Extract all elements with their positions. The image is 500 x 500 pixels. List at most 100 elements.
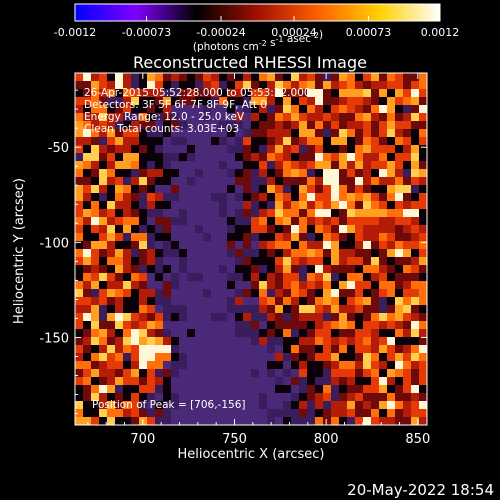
heatmap-cell <box>379 353 388 362</box>
heatmap-cell <box>243 241 252 250</box>
heatmap-cell <box>123 417 132 425</box>
heatmap-cell <box>411 105 420 114</box>
heatmap-cell <box>195 129 204 138</box>
heatmap-cell <box>115 81 124 90</box>
heatmap-cell <box>395 361 404 370</box>
heatmap-cell <box>147 257 156 266</box>
heatmap-cell <box>139 353 148 362</box>
heatmap-cell <box>155 329 164 338</box>
heatmap-cell <box>107 385 116 394</box>
heatmap-cell <box>139 329 148 338</box>
heatmap-cell <box>355 89 364 98</box>
heatmap-cell <box>83 273 92 282</box>
heatmap-cell <box>83 201 92 210</box>
heatmap-cell <box>323 329 332 338</box>
heatmap-cell <box>211 97 220 106</box>
heatmap-cell <box>387 169 396 178</box>
heatmap-cell <box>147 185 156 194</box>
heatmap-cell <box>363 161 372 170</box>
heatmap-cell <box>339 217 348 226</box>
heatmap-cell <box>379 297 388 306</box>
heatmap-cell <box>99 273 108 282</box>
heatmap-cell <box>107 145 116 154</box>
heatmap-cell <box>243 313 252 322</box>
heatmap-cell <box>283 201 292 210</box>
heatmap-cell <box>227 145 236 154</box>
heatmap-cell <box>395 97 404 106</box>
heatmap-cell <box>211 249 220 258</box>
heatmap-cell <box>227 137 236 146</box>
heatmap-cell <box>395 305 404 314</box>
heatmap-cell <box>203 121 212 130</box>
heatmap-cell <box>315 321 324 330</box>
heatmap-cell <box>275 297 284 306</box>
heatmap-cell <box>267 417 276 425</box>
heatmap-cell <box>323 313 332 322</box>
heatmap-cell <box>115 73 124 82</box>
heatmap-cell <box>131 313 140 322</box>
heatmap-cell <box>75 337 84 346</box>
heatmap-cell <box>395 289 404 298</box>
heatmap-cell <box>307 209 316 218</box>
heatmap-cell <box>83 81 92 90</box>
heatmap-cell <box>179 401 188 410</box>
heatmap-cell <box>179 297 188 306</box>
heatmap-cell <box>115 201 124 210</box>
heatmap-cell <box>339 81 348 90</box>
heatmap-cell <box>251 113 260 122</box>
heatmap-cell <box>219 377 228 386</box>
heatmap-cell <box>107 297 116 306</box>
heatmap-cell <box>331 321 340 330</box>
heatmap-cell <box>115 161 124 170</box>
heatmap-cell <box>179 337 188 346</box>
heatmap-cell <box>411 257 420 266</box>
heatmap-cell <box>331 417 340 425</box>
heatmap-cell <box>155 241 164 250</box>
heatmap-cell <box>355 185 364 194</box>
heatmap-cell <box>203 273 212 282</box>
annotation-time-range: 26-Apr-2015 05:52:28.000 to 05:53:32.000 <box>84 87 311 99</box>
heatmap-cell <box>347 361 356 370</box>
heatmap-cell <box>371 209 380 218</box>
heatmap-cell <box>171 105 180 114</box>
heatmap-cell <box>299 97 308 106</box>
heatmap-cell <box>275 353 284 362</box>
heatmap-cell <box>251 385 260 394</box>
heatmap-cell <box>371 241 380 250</box>
heatmap-cell <box>243 273 252 282</box>
heatmap-cell <box>251 201 260 210</box>
heatmap-cell <box>307 129 316 138</box>
heatmap-cell <box>315 105 324 114</box>
heatmap-cell <box>363 185 372 194</box>
heatmap-cell <box>379 313 388 322</box>
heatmap-cell <box>211 377 220 386</box>
heatmap-cell <box>179 193 188 202</box>
heatmap-cell <box>331 89 340 98</box>
heatmap-cell <box>227 337 236 346</box>
heatmap-cell <box>75 145 84 154</box>
heatmap-cell <box>195 361 204 370</box>
heatmap-cell <box>243 201 252 210</box>
heatmap-cell <box>395 153 404 162</box>
heatmap-cell <box>235 233 244 242</box>
heatmap-cell <box>339 417 348 425</box>
heatmap-cell <box>339 401 348 410</box>
heatmap-cell <box>283 225 292 234</box>
heatmap-cell <box>147 81 156 90</box>
heatmap-cell <box>99 417 108 425</box>
heatmap-cell <box>75 329 84 338</box>
heatmap-cell <box>107 321 116 330</box>
heatmap-cell <box>283 89 292 98</box>
heatmap-cell <box>99 201 108 210</box>
heatmap-cell <box>323 209 332 218</box>
heatmap-cell <box>419 361 427 370</box>
heatmap-cell <box>211 129 220 138</box>
heatmap-cell <box>331 201 340 210</box>
heatmap-cell <box>147 153 156 162</box>
heatmap-cell <box>347 329 356 338</box>
heatmap-cell <box>315 113 324 122</box>
heatmap-cell <box>411 329 420 338</box>
heatmap-cell <box>299 401 308 410</box>
heatmap-cell <box>91 361 100 370</box>
heatmap-cell <box>363 353 372 362</box>
